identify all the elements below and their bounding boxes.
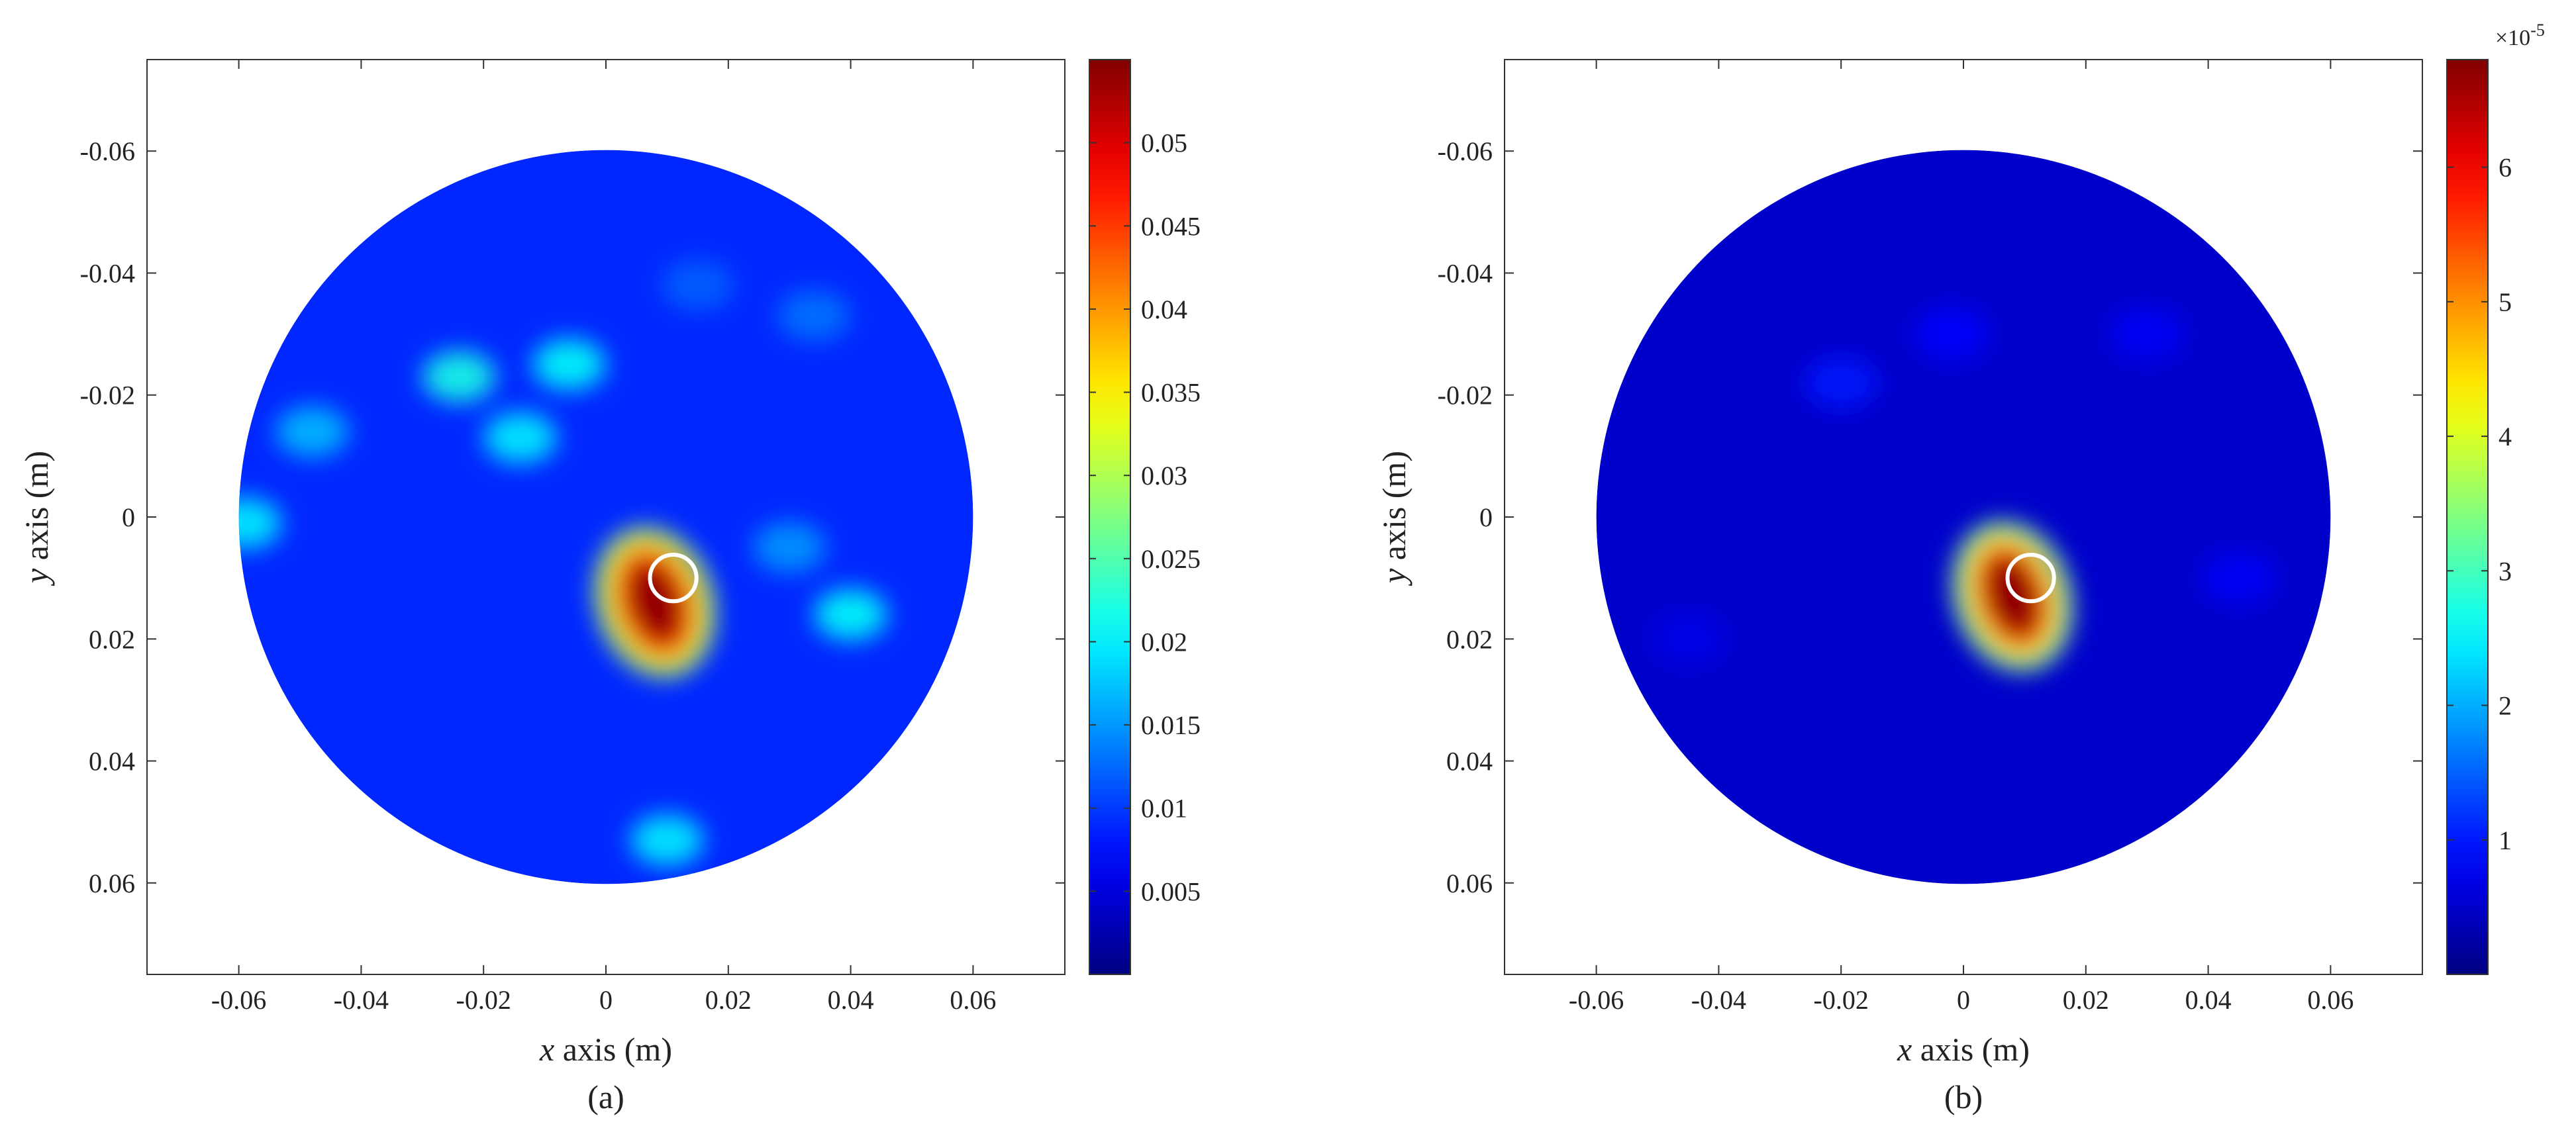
y-tick-label: 0.02 xyxy=(89,624,135,654)
colorbar-tick-label: 0.04 xyxy=(1141,295,1187,324)
colorbar-ticks-a: 0.005 0.01 0.015 0.02 0.025 0.03 0.035 0.04 0.04… xyxy=(1089,128,1201,906)
y-tick-label: 0.04 xyxy=(1446,747,1493,776)
marker-circle-b xyxy=(2005,553,2056,604)
x-tick-label: -0.06 xyxy=(1569,985,1624,1015)
colorbar-tick-label: 0.035 xyxy=(1141,378,1201,408)
colorbar-tick-label: 2 xyxy=(2499,691,2512,721)
y-tick-label: 0.06 xyxy=(89,869,135,898)
y-tick-label: 0.06 xyxy=(1446,869,1493,898)
heatmap-blob xyxy=(422,351,496,402)
x-tick-label: 0.04 xyxy=(828,985,874,1015)
heatmap-blob xyxy=(483,412,558,464)
colorbar-tick-label: 0.025 xyxy=(1141,544,1201,574)
panel-label-a: (a) xyxy=(587,1078,624,1115)
heatmap-blob xyxy=(661,259,735,311)
colorbar-tick-label: 4 xyxy=(2499,422,2512,451)
panel-label-b: (b) xyxy=(1944,1078,1983,1115)
y-tick-label: 0.04 xyxy=(89,747,135,776)
x-tick-label: 0.06 xyxy=(2307,985,2353,1015)
colorbar-tick-label: 0.045 xyxy=(1141,211,1201,241)
colorbar-exponent-b: ×10-5 xyxy=(2495,21,2545,51)
heatmap-blob xyxy=(2202,552,2276,604)
heatmap-b xyxy=(1596,150,2331,884)
x-tick-label: 0 xyxy=(1957,985,1970,1015)
heatmap-blob xyxy=(1804,357,1878,409)
colorbar-tick-label: 0.015 xyxy=(1141,710,1201,740)
x-tick-label: 0 xyxy=(599,985,613,1015)
y-tick-label: 0 xyxy=(1479,502,1493,532)
heatmap-background xyxy=(1596,150,2331,884)
x-tick-label: 0.04 xyxy=(2185,985,2232,1015)
x-tick-label: 0.02 xyxy=(2063,985,2109,1015)
x-tick-label: -0.02 xyxy=(1814,985,1869,1015)
x-axis-label-b: x axis (m) xyxy=(1897,1031,2030,1068)
marker-circle xyxy=(648,553,699,604)
x-tick-label: 0.02 xyxy=(705,985,752,1015)
x-tick-label: -0.04 xyxy=(334,985,389,1015)
x-ticks-a: -0.06 -0.04 -0.02 0 0.02 0.04 0.06 xyxy=(211,60,996,1015)
colorbar-tick-label: 0.03 xyxy=(1141,461,1187,491)
x-axis-label-a: x axis (m) xyxy=(539,1031,672,1068)
y-axis-label-a: y axis (m) xyxy=(18,451,55,587)
colorbar-tick-label: 1 xyxy=(2499,825,2512,855)
x-tick-label: -0.04 xyxy=(1691,985,1746,1015)
heatmap-blob xyxy=(2110,308,2184,360)
colorbar-tick-label: 0.005 xyxy=(1141,876,1201,906)
heatmap-blob xyxy=(814,588,888,641)
y-tick-label: -0.02 xyxy=(80,381,135,410)
panel-a: -0.06 -0.04 -0.02 0 0.02 0.04 0.06 -0.06-0.04-… xyxy=(18,59,1201,1115)
y-tick-label: 0 xyxy=(122,502,135,532)
x-tick-label: 0.06 xyxy=(950,985,996,1015)
heatmap-blob xyxy=(1914,308,1988,360)
colorbar-b xyxy=(2446,59,2489,975)
x-tick-label: -0.02 xyxy=(456,985,511,1015)
y-axis-label-b: y axis (m) xyxy=(1375,451,1412,587)
colorbar-tick-label: 5 xyxy=(2499,287,2512,317)
y-tick-label: -0.04 xyxy=(80,258,135,288)
y-tick-label: -0.02 xyxy=(1438,381,1493,410)
heatmap-peak xyxy=(1984,555,2040,638)
colorbar-tick-label: 0.02 xyxy=(1141,627,1187,657)
heatmap-blob xyxy=(532,338,606,391)
heatmap-blob xyxy=(777,290,851,342)
heatmap-blob xyxy=(1651,613,1725,665)
y-ticks-b: -0.06 -0.04 -0.02 0 0.02 0.04 0.06 xyxy=(1438,136,2422,898)
heatmap-blob xyxy=(238,497,282,549)
x-ticks-b: -0.06 -0.04 -0.02 0 0.02 0.04 0.06 xyxy=(1569,60,2353,1015)
heatmap-blob xyxy=(752,522,826,573)
colorbar-tick-label: 6 xyxy=(2499,153,2512,183)
x-tick-label: -0.06 xyxy=(211,985,266,1015)
heatmap-a xyxy=(238,150,973,884)
colorbar-tick-label: 0.01 xyxy=(1141,794,1187,823)
heatmap-blob xyxy=(275,406,349,457)
heatmap-blob xyxy=(630,814,704,867)
y-tick-label: -0.06 xyxy=(80,136,135,166)
colorbar-tick-label: 0.05 xyxy=(1141,128,1187,158)
y-tick-label: -0.06 xyxy=(1438,136,1493,166)
marker-circle xyxy=(2005,553,2056,604)
y-tick-label: 0.02 xyxy=(1446,624,1493,654)
colorbar-tick-label: 3 xyxy=(2499,556,2512,586)
y-tick-label: -0.04 xyxy=(1438,258,1493,288)
colorbar-ticks-b: 1 2 3 4 5 6 xyxy=(2447,153,2512,855)
colorbar-a xyxy=(1089,59,1131,975)
y-ticks-a: -0.06 -0.04 -0.02 0 0.02 0.04 0.06 xyxy=(80,136,1065,898)
marker-circle-a xyxy=(648,553,699,604)
heatmap-peak xyxy=(626,561,683,644)
panel-b: -0.06 -0.04 -0.02 0 0.02 0.04 0.06 -0.06-0.04-… xyxy=(1375,21,2545,1116)
heatmap-background xyxy=(238,150,973,884)
